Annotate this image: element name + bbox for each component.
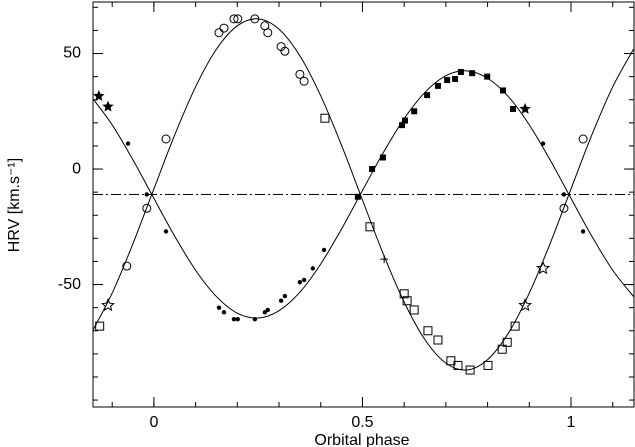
x-tick-label: 0 — [149, 414, 158, 431]
x-tick-label: 1 — [567, 414, 576, 431]
data-point — [95, 321, 105, 331]
data-point — [502, 337, 512, 347]
data-point — [469, 70, 476, 77]
data-point — [497, 344, 507, 354]
data-point — [219, 23, 229, 33]
curve — [93, 18, 634, 371]
data-point — [278, 298, 284, 303]
plot-area — [93, 14, 634, 375]
data-point — [452, 75, 459, 82]
data-point — [101, 297, 115, 312]
data-point — [402, 296, 412, 306]
data-point — [354, 193, 361, 200]
data-point — [231, 317, 237, 322]
data-point — [216, 305, 222, 310]
data-point — [444, 77, 451, 84]
data-point — [457, 69, 464, 76]
data-point — [142, 203, 152, 213]
data-point — [453, 360, 463, 370]
data-point — [483, 360, 493, 370]
data-point — [500, 87, 507, 94]
data-point — [519, 103, 531, 114]
data-point — [379, 154, 386, 161]
data-point — [297, 280, 303, 285]
data-point — [409, 305, 419, 315]
data-point — [235, 317, 240, 322]
data-point — [310, 266, 316, 271]
data-point — [144, 192, 150, 197]
data-point — [320, 113, 330, 123]
data-point — [424, 92, 431, 99]
data-point — [93, 90, 105, 101]
data-point — [280, 46, 290, 56]
data-point — [221, 310, 227, 315]
curve — [93, 70, 634, 319]
data-point — [399, 289, 409, 299]
data-point — [252, 317, 258, 322]
data-point — [411, 108, 418, 115]
y-tick-label: -50 — [58, 276, 81, 293]
data-point — [365, 222, 375, 232]
data-point — [229, 14, 239, 24]
data-point — [380, 255, 389, 264]
data-point — [510, 321, 520, 331]
data-point — [299, 76, 309, 86]
data-point — [102, 100, 114, 112]
data-point — [250, 14, 260, 24]
data-point — [484, 73, 491, 80]
data-point — [214, 28, 224, 38]
data-point — [518, 297, 533, 312]
data-point — [434, 82, 441, 89]
data-point — [265, 307, 270, 313]
x-tick-label: 0.5 — [351, 414, 373, 431]
plot-frame — [92, 1, 635, 408]
data-point — [559, 203, 569, 213]
data-point — [122, 261, 132, 271]
data-point — [433, 335, 443, 345]
data-point — [423, 326, 433, 336]
data-point — [233, 14, 243, 24]
data-point — [163, 229, 169, 234]
data-point — [321, 247, 327, 253]
data-point — [446, 356, 456, 366]
data-point — [399, 122, 406, 129]
data-point — [536, 261, 551, 275]
x-axis-title: Orbital phase — [314, 432, 409, 447]
data-point — [125, 141, 131, 146]
data-point — [282, 293, 288, 299]
y-tick-label: 50 — [63, 45, 81, 62]
data-point — [263, 28, 273, 38]
data-point — [301, 277, 307, 283]
data-point — [540, 141, 546, 146]
data-point — [402, 117, 409, 124]
data-point — [580, 229, 586, 234]
data-point — [578, 134, 588, 144]
data-point — [369, 166, 376, 173]
data-point — [465, 365, 475, 375]
y-tick-label: 0 — [72, 160, 81, 177]
y-axis-title: HRV [km.s⁻¹] — [6, 158, 23, 252]
data-point — [295, 69, 305, 79]
data-point — [561, 192, 567, 197]
data-point — [161, 134, 171, 144]
data-point — [510, 105, 517, 112]
